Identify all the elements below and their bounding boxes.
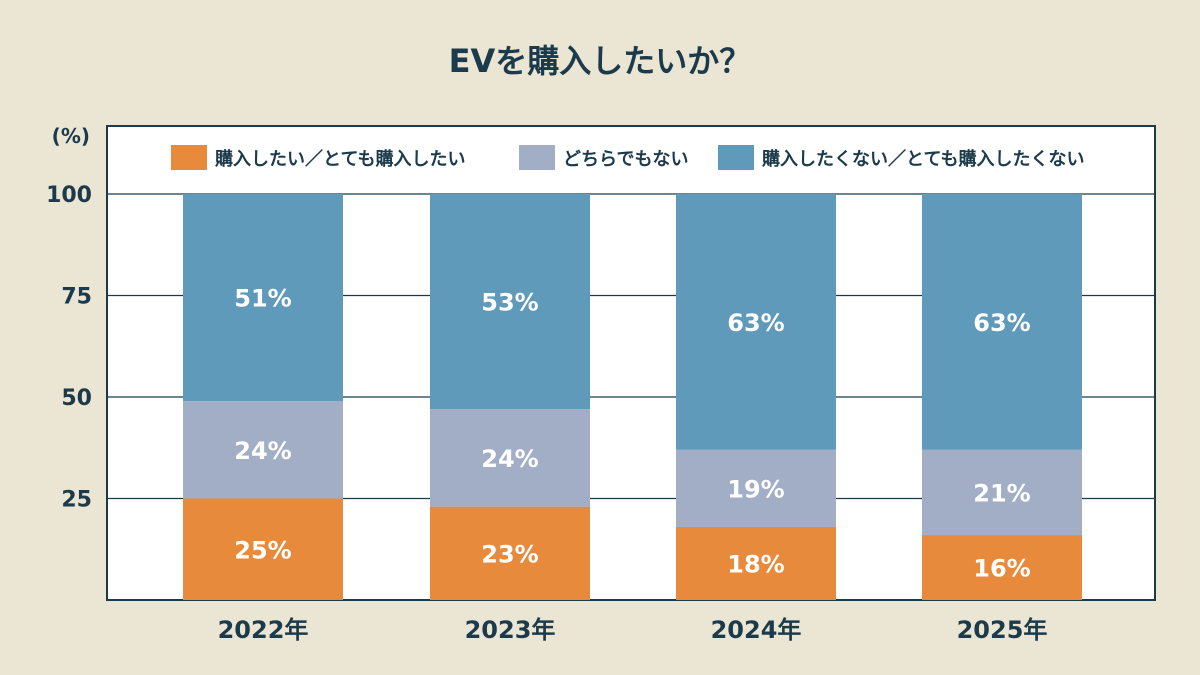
data-label: 23% [481,540,538,568]
y-tick-label: 50 [61,386,92,411]
bar-segment [430,409,590,507]
y-tick-label: 100 [46,183,92,208]
data-label: 24% [234,437,291,465]
data-label: 63% [727,309,784,337]
bar-segment [183,401,343,499]
bar-group: 16% 21% 63% [922,194,1082,600]
bar-segment [922,449,1082,536]
data-label: 25% [234,536,291,564]
bar-group: 23% 24% 53% [430,194,590,600]
bar-segment [676,449,836,527]
x-tick-label: 2023年 [465,616,556,644]
legend-label: 購入したくない／とても購入したくない [761,148,1085,170]
data-label: 51% [234,285,291,313]
bar-segment [676,194,836,450]
data-label: 24% [481,445,538,473]
legend-swatch [171,145,207,170]
bar-segment [922,535,1082,600]
bar-segment [676,526,836,600]
legend: 購入したい／とても購入したい どちらでもない 購入したくない／とても購入したくない [171,145,1085,170]
x-tick-label: 2024年 [711,616,802,644]
legend-swatch [718,145,754,170]
bar-segment [183,498,343,600]
data-label: 21% [973,479,1030,507]
y-tick-label: 25 [61,488,92,513]
bar-segment [430,194,590,410]
bar-group: 18% 19% 63% [676,194,836,600]
legend-label: どちらでもない [563,149,688,170]
y-tick-label: 75 [61,285,92,310]
bar-group: 25% 24% 51% [183,194,343,600]
legend-swatch [519,145,555,170]
y-axis-unit: (%) [52,124,90,148]
bar-segment [922,194,1082,450]
legend-label: 購入したい／とても購入したい [214,148,466,170]
chart-title: EVを購入したいか？ [449,42,752,80]
bar-segment [430,506,590,600]
data-label: 53% [481,289,538,317]
bar-segment [183,194,343,402]
x-tick-label: 2022年 [218,616,309,644]
data-label: 16% [973,555,1030,583]
data-label: 18% [727,550,784,578]
x-tick-label: 2025年 [957,616,1048,644]
data-label: 19% [727,475,784,503]
data-label: 63% [973,309,1030,337]
